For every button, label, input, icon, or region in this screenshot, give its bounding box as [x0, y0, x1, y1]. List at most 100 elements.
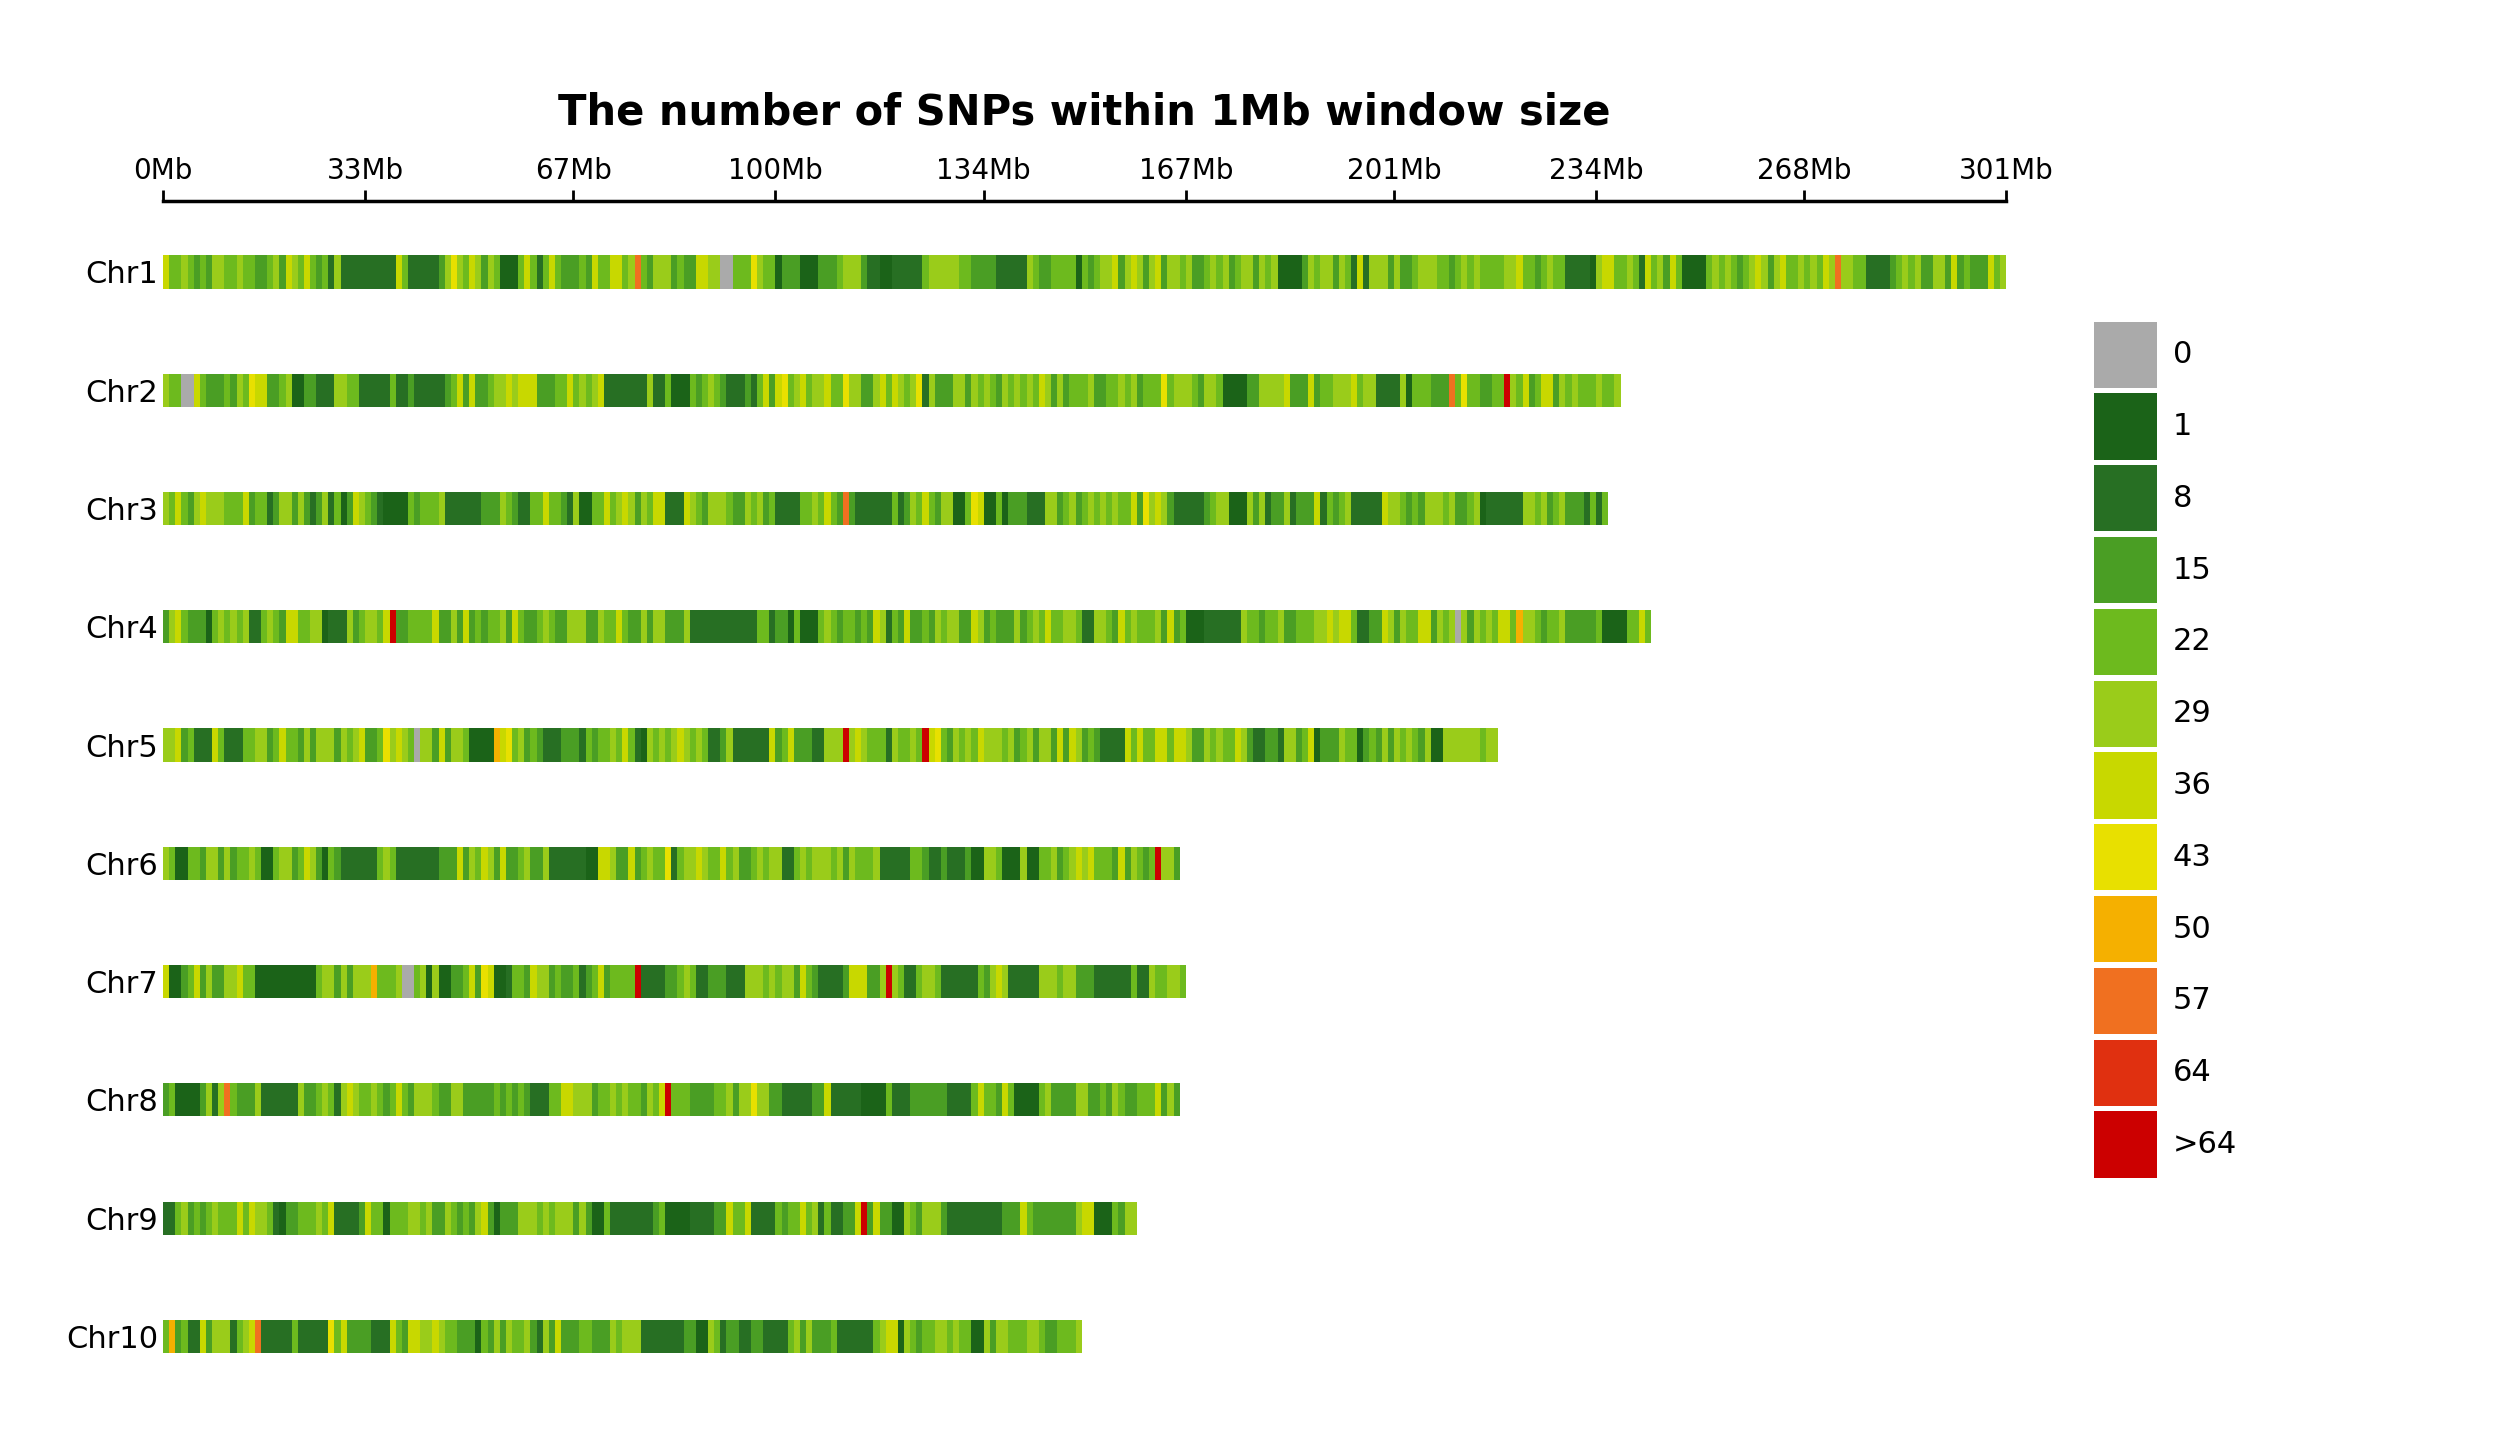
- Bar: [223, 728, 231, 761]
- Bar: [873, 1202, 880, 1235]
- Bar: [1866, 256, 1871, 289]
- Bar: [567, 965, 574, 998]
- Bar: [775, 373, 782, 406]
- Bar: [1106, 728, 1111, 761]
- Bar: [1650, 256, 1658, 289]
- Bar: [996, 256, 1003, 289]
- Bar: [825, 493, 830, 526]
- Bar: [672, 256, 677, 289]
- Bar: [1480, 493, 1485, 526]
- Bar: [421, 847, 426, 880]
- Bar: [838, 1083, 843, 1116]
- Bar: [532, 1202, 537, 1235]
- Bar: [256, 847, 261, 880]
- Bar: [720, 728, 727, 761]
- Bar: [1068, 847, 1076, 880]
- Bar: [236, 1202, 243, 1235]
- Bar: [996, 1083, 1003, 1116]
- Bar: [218, 493, 223, 526]
- Bar: [163, 373, 168, 406]
- Bar: [1407, 610, 1412, 643]
- Bar: [868, 847, 873, 880]
- Bar: [401, 728, 409, 761]
- Bar: [745, 728, 750, 761]
- Bar: [622, 1202, 630, 1235]
- Bar: [665, 256, 672, 289]
- Bar: [838, 965, 843, 998]
- Bar: [278, 965, 286, 998]
- Bar: [983, 610, 991, 643]
- Bar: [482, 610, 487, 643]
- Bar: [848, 256, 855, 289]
- Bar: [389, 847, 396, 880]
- Bar: [218, 256, 223, 289]
- Bar: [1076, 1202, 1081, 1235]
- Bar: [1013, 728, 1021, 761]
- Bar: [1008, 1083, 1013, 1116]
- Bar: [745, 1202, 750, 1235]
- Bar: [542, 256, 549, 289]
- Bar: [1058, 1320, 1063, 1353]
- Bar: [1051, 610, 1058, 643]
- Bar: [966, 1202, 971, 1235]
- Bar: [574, 1202, 579, 1235]
- Bar: [1026, 1320, 1033, 1353]
- Bar: [456, 965, 464, 998]
- Bar: [640, 610, 647, 643]
- Bar: [1565, 610, 1573, 643]
- Bar: [813, 256, 818, 289]
- Bar: [1344, 610, 1352, 643]
- Bar: [609, 610, 617, 643]
- Bar: [549, 610, 554, 643]
- Bar: [813, 493, 818, 526]
- Bar: [805, 610, 813, 643]
- Bar: [354, 610, 359, 643]
- Bar: [1161, 256, 1166, 289]
- Bar: [311, 373, 316, 406]
- Bar: [958, 1202, 966, 1235]
- Bar: [609, 1320, 617, 1353]
- Bar: [223, 847, 231, 880]
- Bar: [1046, 965, 1051, 998]
- Bar: [384, 1320, 389, 1353]
- Bar: [1297, 493, 1302, 526]
- Bar: [720, 610, 727, 643]
- Bar: [1267, 728, 1272, 761]
- Bar: [940, 610, 948, 643]
- Bar: [193, 1320, 201, 1353]
- Bar: [935, 256, 940, 289]
- Bar: [647, 728, 652, 761]
- Bar: [617, 1083, 622, 1116]
- Bar: [1297, 728, 1302, 761]
- Bar: [788, 965, 795, 998]
- Bar: [838, 847, 843, 880]
- Bar: [1166, 373, 1174, 406]
- Bar: [660, 373, 665, 406]
- Bar: [1272, 610, 1277, 643]
- Bar: [830, 847, 838, 880]
- Bar: [757, 610, 762, 643]
- Bar: [1093, 256, 1101, 289]
- Bar: [652, 1083, 660, 1116]
- Bar: [1896, 256, 1901, 289]
- Bar: [444, 610, 451, 643]
- Bar: [903, 493, 910, 526]
- Bar: [206, 965, 213, 998]
- Bar: [1578, 493, 1585, 526]
- Bar: [1394, 256, 1399, 289]
- Bar: [966, 965, 971, 998]
- Bar: [880, 965, 885, 998]
- Bar: [1841, 256, 1848, 289]
- Bar: [923, 1202, 928, 1235]
- Bar: [991, 1083, 996, 1116]
- Bar: [426, 610, 431, 643]
- Bar: [562, 1202, 567, 1235]
- Bar: [640, 728, 647, 761]
- Bar: [1008, 373, 1013, 406]
- Bar: [958, 493, 966, 526]
- Bar: [519, 256, 524, 289]
- Bar: [1246, 728, 1254, 761]
- Bar: [1046, 847, 1051, 880]
- Bar: [953, 965, 958, 998]
- Bar: [487, 1202, 494, 1235]
